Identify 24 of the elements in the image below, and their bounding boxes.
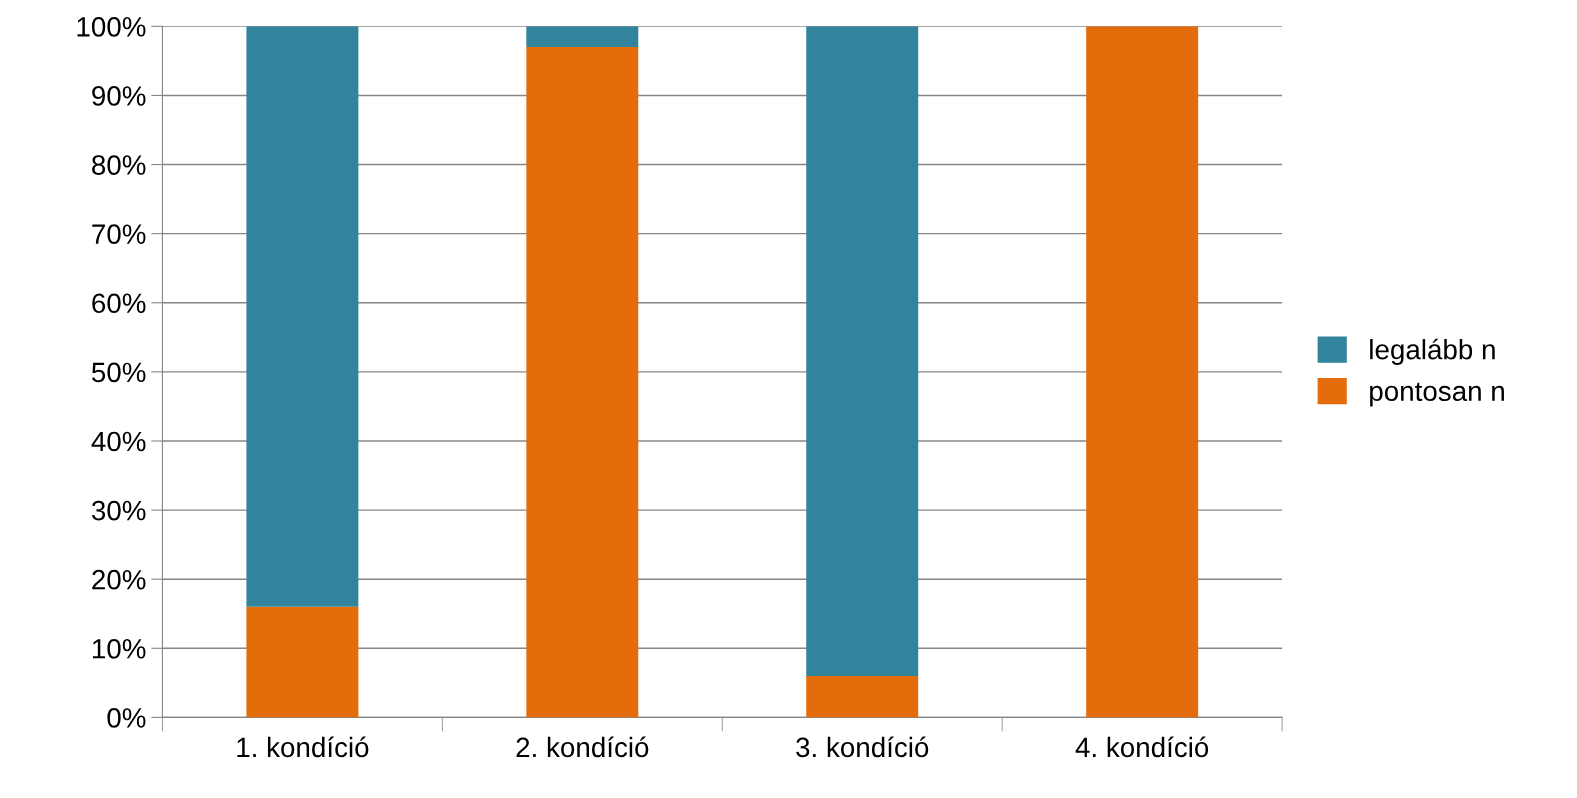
bar [526,26,639,48]
y-tick-label: 10% [92,638,146,659]
bar [806,26,919,676]
bar [246,606,359,718]
y-tick-label: 0% [107,708,146,728]
y-tick-label: 100% [77,17,146,37]
bar [806,675,919,718]
y-tick-label: 40% [91,431,146,452]
bar [526,47,639,718]
bar [246,26,359,607]
y-tick-label: 20% [92,569,146,590]
y-tick-label: 90% [92,86,146,106]
x-tick-label: 1. kondíció [237,736,369,758]
y-tick-label: 50% [91,362,146,383]
legend-label: pontosan n [1370,382,1504,407]
y-tick-label: 60% [92,293,146,314]
x-tick-label: 3. kondíció [796,736,929,758]
legend-label: legalább n [1370,338,1495,365]
y-tick-label: 30% [91,500,146,521]
y-tick-label: 70% [92,224,146,244]
bar [1086,26,1199,718]
x-tick-label: 4. kondíció [1075,736,1209,758]
y-tick-label: 80% [92,155,146,175]
x-tick-label: 2. kondíció [516,736,649,758]
